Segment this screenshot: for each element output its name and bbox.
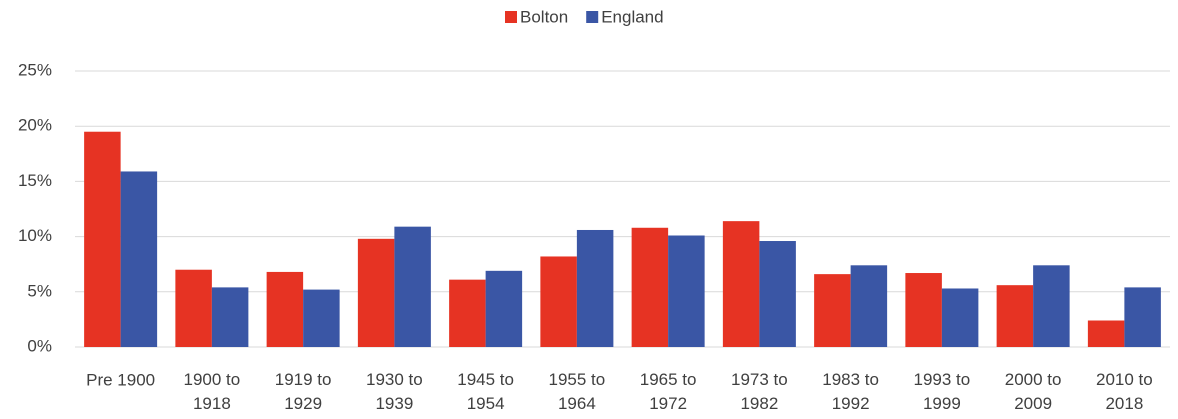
bar bbox=[1124, 287, 1161, 347]
bar bbox=[175, 269, 212, 347]
bar bbox=[84, 131, 121, 347]
y-tick-label: 5% bbox=[27, 281, 52, 300]
bar bbox=[905, 273, 942, 347]
legend-swatch bbox=[505, 11, 517, 23]
bar bbox=[850, 265, 888, 347]
legend-swatch bbox=[586, 11, 599, 23]
x-tick-label: 1993 to 1999 bbox=[914, 370, 971, 413]
bar bbox=[394, 226, 431, 347]
x-tick-label: 1930 to 1939 bbox=[366, 370, 423, 413]
bar bbox=[996, 285, 1034, 347]
x-tick-label: 2010 to 2018 bbox=[1096, 370, 1153, 413]
bar bbox=[1033, 265, 1070, 347]
y-tick-label: 0% bbox=[27, 336, 52, 355]
bar bbox=[722, 221, 760, 347]
bar bbox=[576, 229, 614, 347]
y-tick-label: 15% bbox=[18, 171, 52, 190]
legend-label: England bbox=[601, 7, 663, 26]
legend-label: Bolton bbox=[520, 7, 568, 26]
bar bbox=[1087, 320, 1125, 347]
x-tick-label: 1900 to 1918 bbox=[184, 370, 241, 413]
bar bbox=[814, 274, 851, 347]
y-tick-label: 25% bbox=[18, 60, 52, 79]
x-tick-label: 2000 to 2009 bbox=[1005, 370, 1062, 413]
bar bbox=[449, 279, 486, 347]
bar bbox=[540, 256, 577, 347]
y-tick-label: 20% bbox=[18, 116, 52, 135]
x-tick-label: 1973 to 1982 bbox=[731, 370, 788, 413]
bar bbox=[668, 235, 705, 347]
bar bbox=[631, 227, 669, 347]
bar bbox=[485, 270, 523, 347]
bar bbox=[266, 271, 304, 347]
bar bbox=[211, 287, 249, 347]
x-tick-label: 1955 to 1964 bbox=[549, 370, 606, 413]
bar bbox=[357, 238, 395, 347]
x-tick-label: Pre 1900 bbox=[86, 370, 155, 389]
bar bbox=[941, 288, 979, 347]
x-tick-label: 1983 to 1992 bbox=[822, 370, 879, 413]
y-tick-label: 10% bbox=[18, 226, 52, 245]
bar bbox=[759, 241, 796, 347]
x-tick-label: 1919 to 1929 bbox=[275, 370, 332, 413]
x-tick-label: 1945 to 1954 bbox=[457, 370, 514, 413]
bar bbox=[303, 289, 340, 347]
x-tick-label: 1965 to 1972 bbox=[640, 370, 697, 413]
bar bbox=[120, 171, 158, 347]
